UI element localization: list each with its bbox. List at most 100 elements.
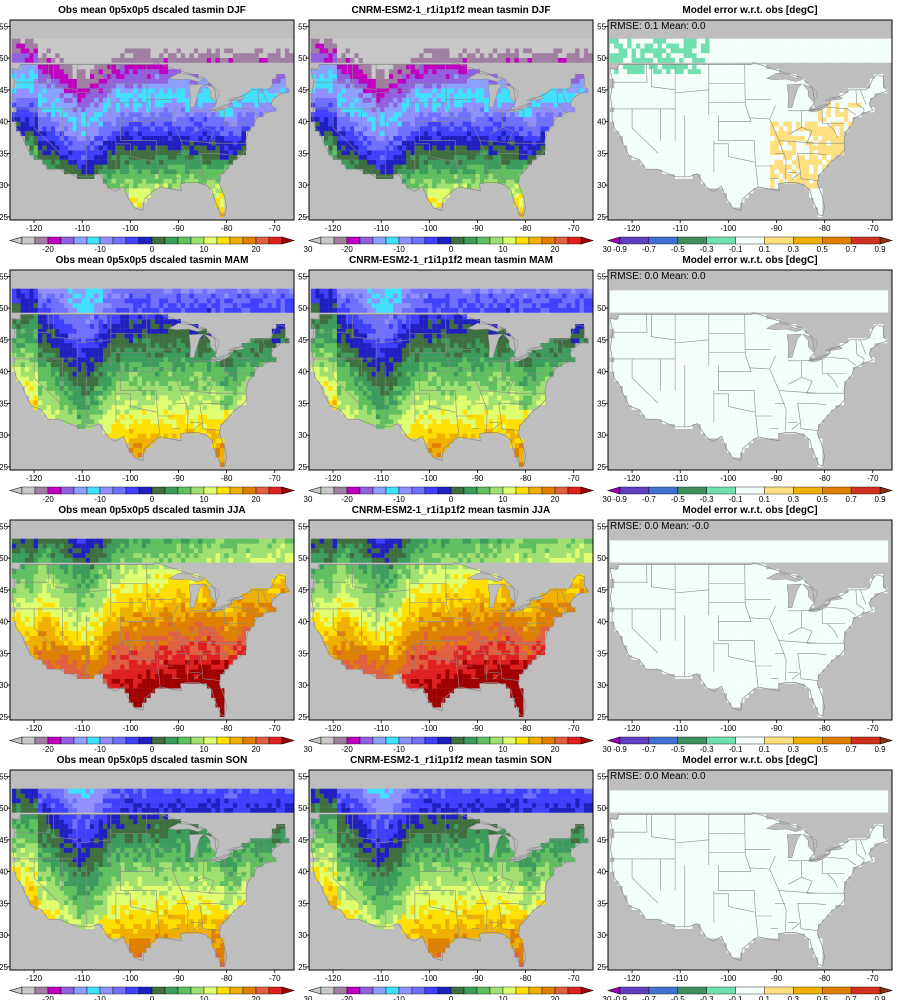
grid-cell (72, 74, 78, 79)
grid-cell (453, 97, 459, 103)
grid-cell (822, 107, 827, 113)
grid-cell (744, 74, 749, 79)
grid-cell (449, 64, 455, 70)
grid-cell (202, 169, 207, 175)
grid-cell (471, 150, 476, 156)
grid-cell (63, 64, 69, 70)
grid-cell (102, 121, 108, 127)
grid-cell (748, 57, 754, 63)
grid-cell (120, 78, 125, 84)
grid-cell (388, 38, 394, 44)
state-border (826, 123, 838, 138)
grid-cell (843, 48, 849, 54)
grid-cell (198, 48, 203, 54)
grid-cell (124, 57, 130, 63)
grid-cell (774, 154, 779, 160)
grid-cell (94, 154, 99, 160)
grid-cell (241, 126, 246, 132)
grid-cell (510, 169, 515, 175)
grid-cell (397, 121, 403, 127)
grid-cell (406, 154, 411, 160)
grid-cell (81, 126, 86, 132)
grid-cell (167, 140, 173, 146)
grid-cell (393, 116, 398, 122)
grid-cell (735, 43, 741, 49)
grid-cell (865, 102, 870, 108)
grid-cell (484, 126, 489, 132)
grid-cell (224, 48, 229, 54)
grid-cell (215, 193, 220, 198)
grid-cell (882, 48, 888, 54)
grid-cell (705, 107, 710, 113)
grid-cell (202, 178, 207, 184)
grid-cell (133, 69, 138, 75)
grid-cell (29, 38, 34, 44)
grid-cell (735, 121, 741, 127)
grid-cell (796, 93, 801, 98)
grid-cell (440, 74, 446, 79)
grid-cell (800, 78, 805, 84)
grid-cell (85, 140, 91, 146)
grid-cell (393, 159, 398, 165)
grid-cell (796, 88, 801, 94)
grid-cell (804, 57, 810, 63)
grid-cell (640, 88, 645, 94)
grid-cell (809, 159, 814, 165)
grid-cell (878, 78, 883, 84)
grid-cell (497, 116, 502, 122)
grid-cell (557, 57, 563, 63)
grid-cell (55, 131, 60, 136)
grid-cell (479, 102, 485, 108)
grid-cell (319, 121, 325, 127)
grid-cell (176, 57, 181, 63)
grid-cell (826, 154, 831, 160)
grid-cell (718, 159, 723, 165)
grid-cell (661, 107, 667, 113)
grid-cell (648, 43, 654, 49)
grid-cell (726, 150, 732, 156)
grid-cell (163, 38, 169, 44)
grid-cell (375, 159, 381, 165)
grid-cell (375, 121, 381, 127)
grid-cell (700, 97, 706, 103)
grid-cell (631, 112, 637, 117)
grid-cell (484, 140, 489, 146)
grid-cell (687, 135, 693, 141)
grid-cell (436, 88, 442, 94)
grid-cell (401, 74, 407, 79)
grid-cell (427, 107, 433, 113)
grid-cell (124, 154, 130, 160)
grid-cell (635, 64, 641, 70)
grid-cell (674, 107, 680, 113)
grid-cell (219, 159, 225, 165)
y-tick-label: 40 (298, 118, 307, 127)
grid-cell (488, 135, 493, 141)
grid-cell (648, 150, 654, 156)
grid-cell (414, 93, 420, 98)
grid-cell (583, 57, 589, 63)
grid-cell (98, 116, 104, 122)
grid-cell (98, 64, 104, 70)
grid-cell (700, 126, 706, 132)
grid-cell (172, 145, 177, 151)
grid-cell (380, 126, 385, 132)
grid-cell (375, 135, 381, 141)
grid-cell (163, 140, 169, 146)
colorbar-tick-label: 10 (499, 245, 508, 254)
grid-cell (683, 140, 689, 146)
grid-cell (492, 178, 498, 184)
state-border (208, 130, 219, 144)
grid-cell (501, 88, 506, 94)
grid-cell (133, 121, 138, 127)
grid-cell (137, 159, 143, 165)
grid-cell (648, 126, 654, 132)
grid-cell (193, 102, 199, 108)
grid-cell (640, 150, 645, 156)
grid-cell (479, 43, 485, 49)
grid-cell (172, 150, 177, 156)
great-lake (509, 102, 532, 112)
grid-cell (501, 83, 506, 89)
grid-cell (193, 140, 199, 146)
grid-cell (81, 102, 86, 108)
grid-cell (453, 64, 459, 70)
